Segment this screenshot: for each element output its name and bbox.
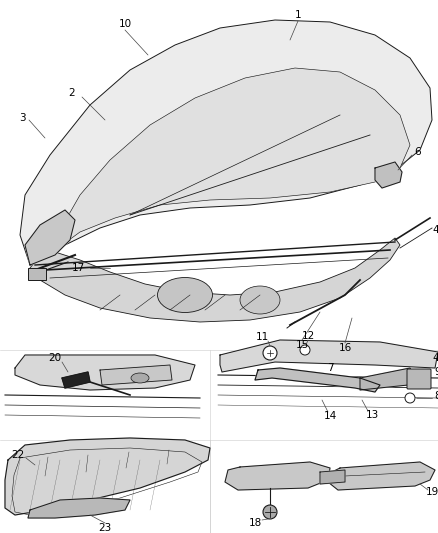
Polygon shape	[328, 462, 435, 490]
Polygon shape	[55, 68, 410, 255]
Polygon shape	[375, 162, 402, 188]
Polygon shape	[28, 498, 130, 518]
Text: 22: 22	[11, 450, 25, 460]
Polygon shape	[225, 462, 330, 490]
Polygon shape	[220, 340, 438, 372]
Text: 18: 18	[248, 518, 261, 528]
Bar	[28, 268, 46, 280]
Text: 8: 8	[434, 391, 438, 401]
Polygon shape	[62, 372, 90, 388]
Polygon shape	[25, 210, 75, 265]
Text: 2: 2	[69, 88, 75, 98]
Text: 16: 16	[339, 343, 352, 353]
Text: 19: 19	[425, 487, 438, 497]
Text: 3: 3	[19, 113, 25, 123]
Circle shape	[405, 393, 415, 403]
Text: 1: 1	[295, 10, 301, 20]
Text: 23: 23	[99, 523, 112, 533]
Text: 10: 10	[118, 19, 131, 29]
Polygon shape	[15, 355, 195, 390]
Text: 11: 11	[255, 332, 268, 342]
Text: 6: 6	[415, 147, 421, 157]
Ellipse shape	[131, 373, 149, 383]
Text: 4: 4	[433, 225, 438, 235]
Polygon shape	[5, 438, 210, 515]
Polygon shape	[20, 20, 432, 265]
Text: 7: 7	[327, 363, 333, 373]
Circle shape	[263, 505, 277, 519]
Polygon shape	[255, 368, 380, 392]
Ellipse shape	[240, 286, 280, 314]
Polygon shape	[360, 368, 415, 390]
Polygon shape	[320, 470, 345, 484]
Polygon shape	[100, 365, 172, 385]
Polygon shape	[30, 238, 400, 322]
Text: 15: 15	[295, 340, 309, 350]
Circle shape	[263, 346, 277, 360]
Ellipse shape	[158, 278, 212, 312]
Text: 20: 20	[49, 353, 62, 363]
Text: 9: 9	[434, 367, 438, 377]
Text: 17: 17	[71, 263, 85, 273]
FancyBboxPatch shape	[407, 369, 431, 389]
Text: 13: 13	[365, 410, 378, 420]
Text: 12: 12	[301, 331, 314, 341]
Circle shape	[300, 345, 310, 355]
Text: 14: 14	[323, 411, 337, 421]
Text: 4: 4	[433, 353, 438, 363]
